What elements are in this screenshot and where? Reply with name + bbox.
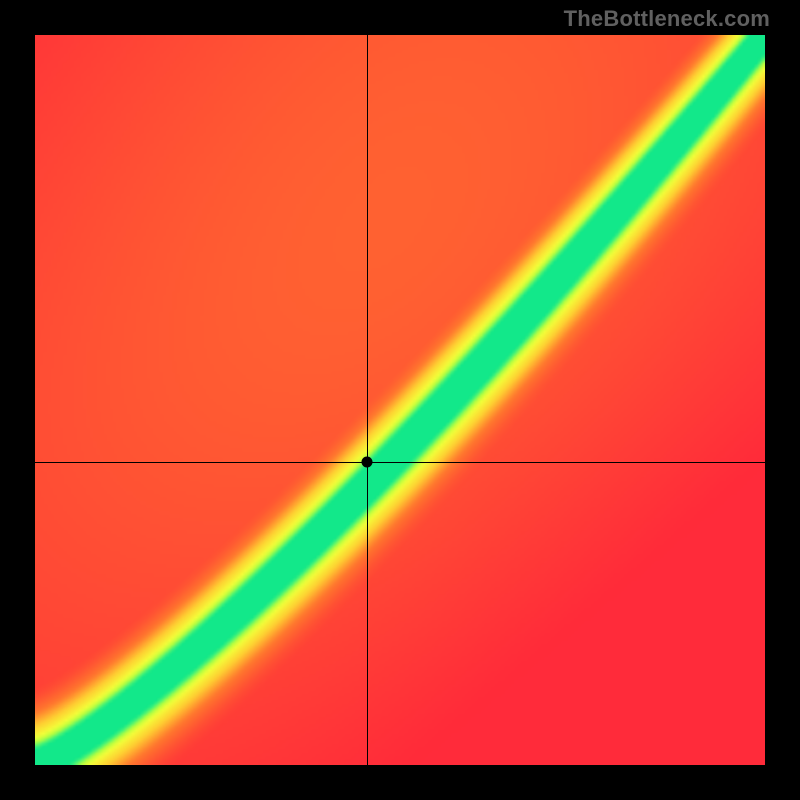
heatmap-plot: [35, 35, 765, 765]
watermark-text: TheBottleneck.com: [564, 6, 770, 32]
figure-root: TheBottleneck.com: [0, 0, 800, 800]
heatmap-canvas: [35, 35, 765, 765]
